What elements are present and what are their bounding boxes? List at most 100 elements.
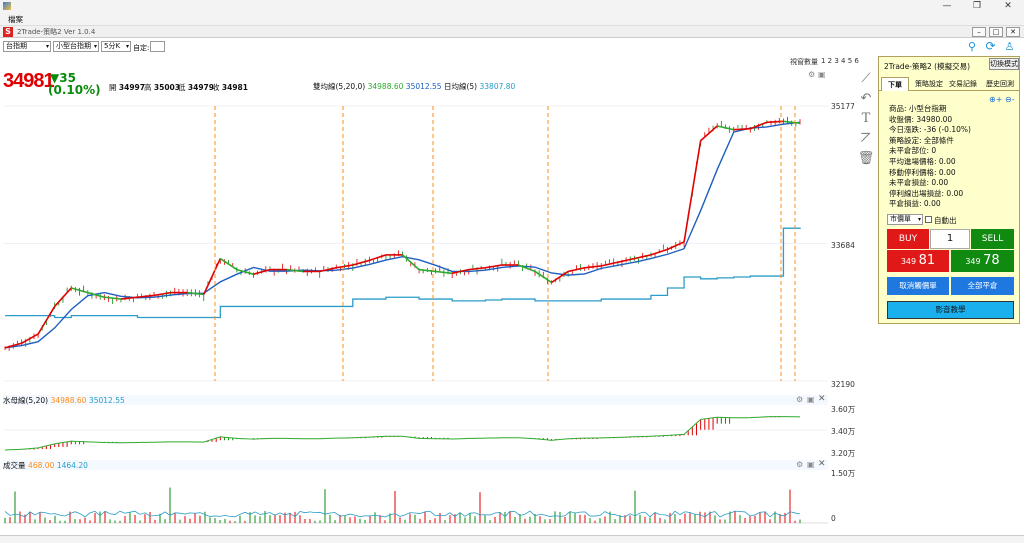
fan-tool-icon[interactable]: ⦢ xyxy=(861,131,871,146)
ma5-segment xyxy=(650,252,656,256)
ma5-segment xyxy=(8,344,14,348)
volume-close-icon[interactable]: ✕ xyxy=(818,459,826,469)
interval-select-value: 5分K xyxy=(104,42,121,50)
cancel-trigger-orders-button[interactable]: 取消觸價單 xyxy=(887,277,949,295)
volume-save-icon[interactable]: ▣ xyxy=(807,460,815,469)
ma5-segment xyxy=(601,264,606,267)
ma5-segment xyxy=(464,268,469,272)
tab-order[interactable]: 下單 xyxy=(881,77,909,91)
menu-file[interactable]: 檔案 xyxy=(8,15,23,24)
open-label: 開 xyxy=(109,83,117,92)
tab-records[interactable]: 交易記錄 xyxy=(947,77,979,91)
main-price-chart[interactable] xyxy=(3,96,828,391)
ma5-segment xyxy=(493,264,498,268)
info-line: 移動停利價格: 0.00 xyxy=(889,167,956,177)
interval-select[interactable]: 5分K ▾ xyxy=(101,41,131,52)
ma5-segment xyxy=(365,259,370,263)
close-all-button[interactable]: 全部平倉 xyxy=(951,277,1014,295)
quantity-input[interactable]: 1 xyxy=(930,229,970,249)
ma5-segment xyxy=(360,260,366,264)
ohlc-high: 高 35003 xyxy=(144,82,180,93)
close-value: 34981 xyxy=(221,83,248,92)
ma5-segment xyxy=(240,269,246,273)
low-label: 低 xyxy=(178,83,186,92)
info-line: 今日漲跌: -36 (-0.10%) xyxy=(889,125,971,135)
ohlc-low: 低 34979 xyxy=(178,82,214,93)
market-select[interactable]: 台指期 ▾ xyxy=(3,41,51,52)
ma5-segment xyxy=(567,269,573,273)
ma5-segment xyxy=(340,265,345,268)
buy-button[interactable]: BUY xyxy=(887,229,929,249)
video-tutorial-button[interactable]: 影音教學 xyxy=(887,301,1014,319)
zoom-out-icon[interactable]: ⊖- xyxy=(1005,95,1015,104)
info-line: 收盤價: 34980.00 xyxy=(889,114,953,124)
ma5-segment xyxy=(91,292,97,296)
ma5-segment xyxy=(634,256,639,260)
minimize-icon[interactable]: — xyxy=(942,1,952,11)
tab-strategy[interactable]: 策略設定 xyxy=(913,77,945,91)
buy-price-button[interactable]: 349 81 xyxy=(887,250,949,272)
ma5-segment xyxy=(37,326,43,335)
ma5-segment xyxy=(377,255,383,259)
sell-price-button[interactable]: 349 78 xyxy=(951,250,1014,272)
trash-icon[interactable]: 🗑 xyxy=(857,151,875,166)
volume-chart[interactable] xyxy=(3,471,828,526)
ma5-segment xyxy=(712,125,718,131)
tab-backtest[interactable]: 歷史回測 xyxy=(983,77,1017,91)
ma5-segment xyxy=(224,260,230,265)
tab-backtest-label: 歷史回測 xyxy=(986,80,1014,88)
oscillator-close-icon[interactable]: ✕ xyxy=(818,394,826,404)
user-list-icon[interactable]: ♙ xyxy=(1004,40,1015,53)
oscillator-chart[interactable] xyxy=(3,406,828,458)
status-bar xyxy=(0,535,1024,543)
chart-save-icon[interactable]: ▣ xyxy=(818,70,826,79)
ma5-segment xyxy=(691,165,698,192)
ma5-segment xyxy=(551,279,557,284)
text-tool-icon[interactable]: T xyxy=(861,111,871,126)
info-line: 停利線出場損益: 0.00 xyxy=(889,188,964,198)
os-title-bar: — ❐ ✕ xyxy=(0,0,1024,12)
volume-settings-icon[interactable]: ⚙ xyxy=(796,460,804,469)
ma5-segment xyxy=(762,121,768,125)
zoom-in-icon[interactable]: ⊕+ xyxy=(989,95,1003,104)
signal-icon[interactable]: ⚲ xyxy=(967,40,977,53)
arc-tool-icon[interactable]: ↶ xyxy=(860,91,872,106)
ma5-segment xyxy=(253,272,258,275)
inner-close-icon[interactable]: ✕ xyxy=(1006,27,1020,37)
close-icon[interactable]: ✕ xyxy=(1004,1,1012,11)
inner-restore-icon[interactable]: □ xyxy=(989,27,1003,37)
ma5-segment xyxy=(559,273,565,278)
trading-panel: 2Trade-策略2 (模擬交易) 切換模式 下單 策略設定 交易記錄 歷史回測… xyxy=(878,56,1020,324)
contract-select[interactable]: 小型台指期 ▾ xyxy=(53,41,99,52)
volume-axis-top: 1.50万 xyxy=(831,469,856,478)
ma5-segment xyxy=(29,335,35,340)
close-label: 收 xyxy=(212,83,220,92)
ma5-segment xyxy=(721,126,726,129)
trend-line-icon[interactable]: ⟋ xyxy=(861,71,871,86)
ma5-segment xyxy=(71,287,76,290)
switch-mode-button[interactable]: 切換模式 xyxy=(989,58,1019,70)
ma5-segment xyxy=(45,312,52,321)
sell-button[interactable]: SELL xyxy=(971,229,1014,249)
switch-mode-label: 切換模式 xyxy=(990,60,1018,68)
custom-input[interactable] xyxy=(150,41,165,52)
price-change-percent: (0.10%) xyxy=(48,83,101,97)
video-tutorial-label: 影音教學 xyxy=(935,305,966,314)
auto-exit-checkbox[interactable] xyxy=(925,216,932,223)
order-type-select[interactable]: 市價單 ▾ xyxy=(887,214,923,225)
ma5-segment xyxy=(456,270,461,274)
close-all-label: 全部平倉 xyxy=(967,281,998,290)
ma5-segment xyxy=(538,273,544,278)
window-count-options[interactable]: 1 2 3 4 5 6 xyxy=(821,57,859,65)
inner-minimize-icon[interactable]: – xyxy=(972,27,986,37)
ma-label: 雙均線(5,20,0) xyxy=(313,82,366,91)
chart-settings-icon[interactable]: ⚙ xyxy=(808,70,816,79)
oscillator-save-icon[interactable]: ▣ xyxy=(807,395,815,404)
oscillator-settings-icon[interactable]: ⚙ xyxy=(796,395,804,404)
maximize-icon[interactable]: ❐ xyxy=(972,1,982,11)
info-line: 未平倉損益: 0.00 xyxy=(889,178,949,188)
ma5-segment xyxy=(369,258,374,262)
ma5-segment xyxy=(679,241,685,245)
refresh-icon[interactable]: ⟳ xyxy=(985,39,996,53)
ma5-segment xyxy=(546,279,553,284)
